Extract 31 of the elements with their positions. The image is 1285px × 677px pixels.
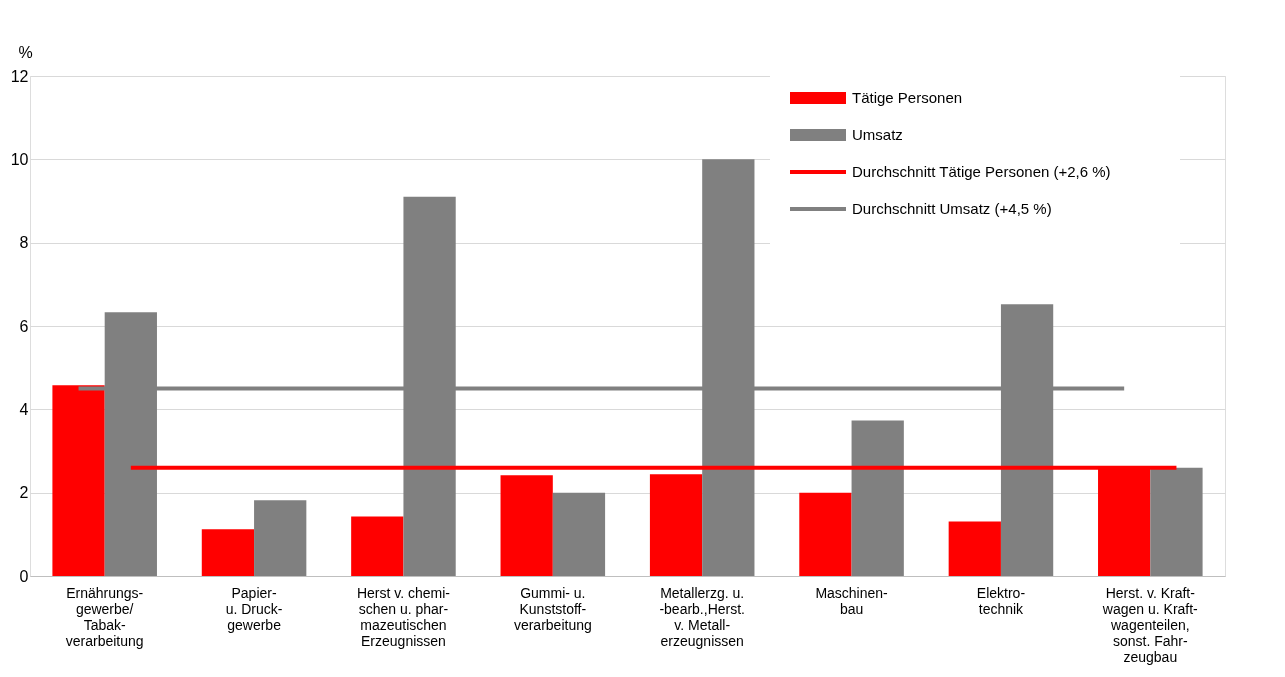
bar: [254, 500, 307, 576]
y-tick-label: 8: [19, 234, 29, 252]
bar: [799, 492, 852, 576]
x-tick-label: Elektro- technik: [976, 584, 1026, 617]
bar: [1150, 467, 1203, 576]
bar: [649, 474, 703, 576]
legend-label: Durchschnitt Tätige Personen (+2,6 %): [852, 163, 1111, 180]
x-tick-label: Metallerzg. u. -bearb.,Herst. v. Metall- erzeugnissen: [659, 584, 745, 649]
x-tick-label: Maschinen- bau: [815, 584, 889, 617]
y-tick-label: 2: [19, 484, 29, 502]
bar: [351, 516, 404, 576]
x-tick-label: Ernährungs- gewerbe/ Tabak- verarbeitung: [65, 584, 144, 649]
bar: [500, 475, 553, 576]
legend-label: Tätige Personen: [852, 89, 963, 106]
legend-label: Umsatz: [852, 126, 903, 143]
x-tick-label: Herst. v. Kraft- wagen u. Kraft- wagenteilen, sonst. Fahr- zeugbau: [1101, 584, 1199, 665]
bar: [851, 420, 904, 576]
legend-label: Durchschnitt Umsatz (+4,5 %): [852, 200, 1052, 217]
x-tick-label: Papier- u. Druck- gewerbe: [225, 584, 283, 633]
y-tick-label: 12: [10, 67, 29, 85]
bar: [552, 492, 606, 576]
bar: [52, 385, 105, 576]
y-tick-label: 6: [19, 317, 29, 335]
x-tick-label: Gummi- u. Kunststoff- verarbeitung: [513, 584, 592, 633]
bar: [948, 521, 1001, 576]
y-axis-title: %: [18, 43, 33, 61]
y-tick-label: 0: [19, 567, 29, 585]
y-tick-label: 4: [19, 400, 29, 418]
y-tick-label: 10: [10, 150, 29, 168]
bar: [201, 529, 255, 576]
x-tick-label: Herst v. chemi- schen u. phar- mazeutischen Erzeugnissen: [356, 584, 451, 649]
